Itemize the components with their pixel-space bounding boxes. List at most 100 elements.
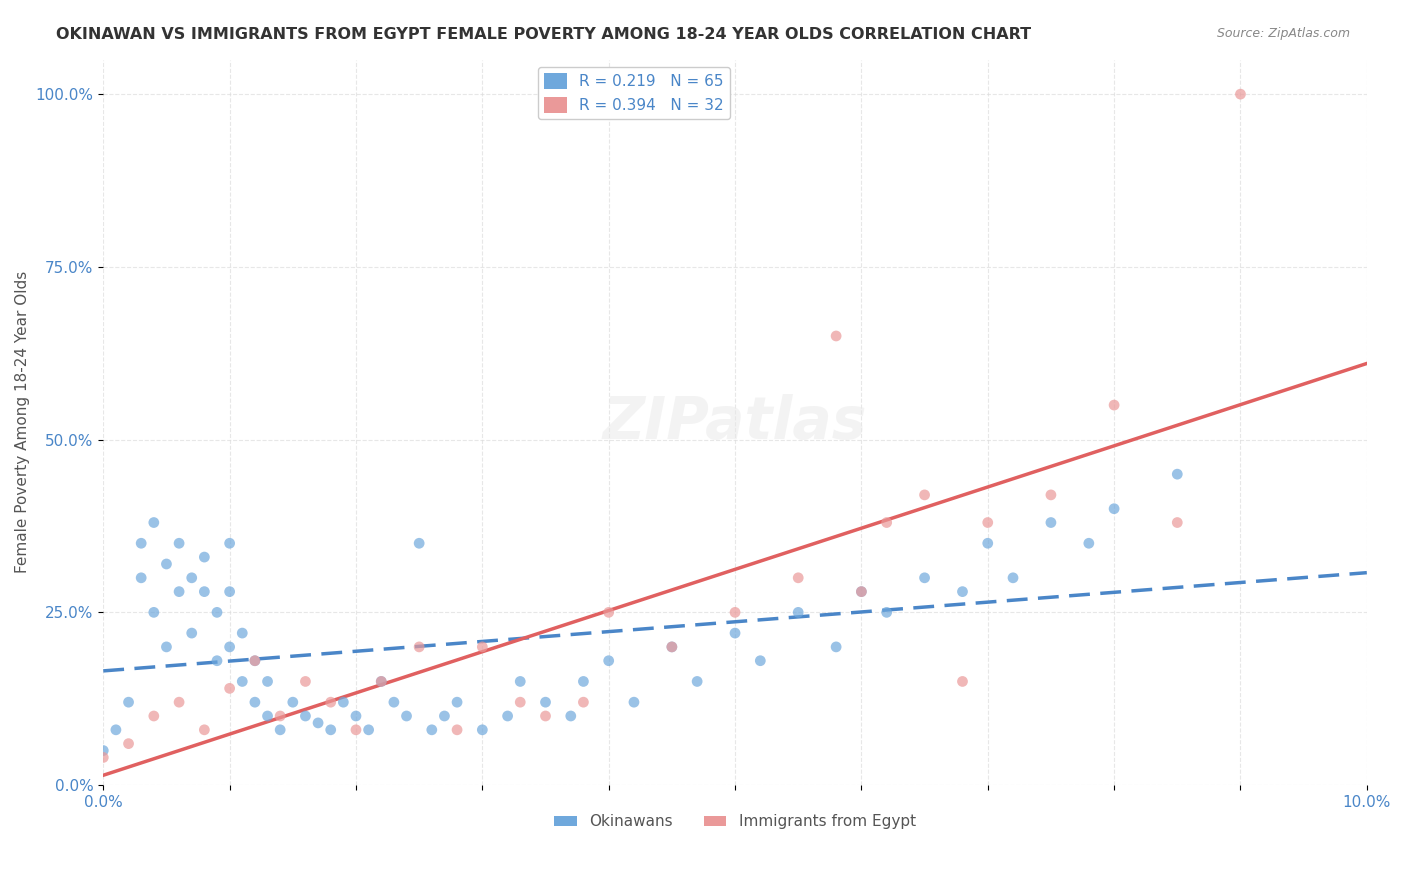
- Point: [218, 640, 240, 654]
- Point: [319, 695, 342, 709]
- Point: [193, 550, 215, 565]
- Point: [294, 674, 316, 689]
- Point: [180, 626, 202, 640]
- Point: [357, 723, 380, 737]
- Point: [205, 654, 228, 668]
- Text: Source: ZipAtlas.com: Source: ZipAtlas.com: [1216, 27, 1350, 40]
- Point: [370, 674, 392, 689]
- Point: [686, 674, 709, 689]
- Point: [231, 674, 253, 689]
- Point: [661, 640, 683, 654]
- Point: [851, 584, 873, 599]
- Point: [876, 516, 898, 530]
- Point: [1102, 398, 1125, 412]
- Point: [218, 584, 240, 599]
- Point: [433, 709, 456, 723]
- Point: [281, 695, 304, 709]
- Text: OKINAWAN VS IMMIGRANTS FROM EGYPT FEMALE POVERTY AMONG 18-24 YEAR OLDS CORRELATI: OKINAWAN VS IMMIGRANTS FROM EGYPT FEMALE…: [56, 27, 1032, 42]
- Point: [787, 571, 810, 585]
- Legend: Okinawans, Immigrants from Egypt: Okinawans, Immigrants from Egypt: [548, 808, 922, 836]
- Point: [332, 695, 354, 709]
- Point: [104, 723, 127, 737]
- Point: [256, 674, 278, 689]
- Point: [471, 640, 494, 654]
- Point: [572, 695, 595, 709]
- Y-axis label: Female Poverty Among 18-24 Year Olds: Female Poverty Among 18-24 Year Olds: [15, 271, 30, 574]
- Point: [218, 681, 240, 696]
- Point: [117, 737, 139, 751]
- Point: [1166, 467, 1188, 482]
- Point: [1039, 516, 1062, 530]
- Point: [977, 536, 1000, 550]
- Point: [193, 723, 215, 737]
- Point: [749, 654, 772, 668]
- Point: [167, 695, 190, 709]
- Point: [825, 640, 848, 654]
- Point: [256, 709, 278, 723]
- Point: [1229, 87, 1251, 102]
- Point: [446, 695, 468, 709]
- Point: [155, 557, 177, 571]
- Point: [180, 571, 202, 585]
- Point: [129, 571, 152, 585]
- Point: [534, 709, 557, 723]
- Point: [117, 695, 139, 709]
- Point: [243, 654, 266, 668]
- Point: [269, 709, 291, 723]
- Point: [534, 695, 557, 709]
- Point: [876, 605, 898, 619]
- Point: [370, 674, 392, 689]
- Point: [1166, 516, 1188, 530]
- Point: [294, 709, 316, 723]
- Point: [142, 516, 165, 530]
- Point: [142, 709, 165, 723]
- Point: [1077, 536, 1099, 550]
- Point: [1001, 571, 1024, 585]
- Point: [91, 743, 114, 757]
- Point: [231, 626, 253, 640]
- Point: [598, 654, 620, 668]
- Point: [408, 640, 430, 654]
- Point: [661, 640, 683, 654]
- Point: [205, 605, 228, 619]
- Point: [307, 715, 329, 730]
- Point: [825, 329, 848, 343]
- Point: [269, 723, 291, 737]
- Point: [471, 723, 494, 737]
- Point: [509, 695, 531, 709]
- Point: [167, 536, 190, 550]
- Point: [446, 723, 468, 737]
- Point: [560, 709, 582, 723]
- Point: [914, 571, 936, 585]
- Point: [167, 584, 190, 599]
- Point: [319, 723, 342, 737]
- Point: [155, 640, 177, 654]
- Point: [395, 709, 418, 723]
- Point: [724, 605, 747, 619]
- Point: [91, 750, 114, 764]
- Point: [724, 626, 747, 640]
- Point: [509, 674, 531, 689]
- Point: [129, 536, 152, 550]
- Point: [142, 605, 165, 619]
- Text: ZIPatlas: ZIPatlas: [603, 394, 868, 450]
- Point: [344, 723, 367, 737]
- Point: [787, 605, 810, 619]
- Point: [218, 536, 240, 550]
- Point: [382, 695, 405, 709]
- Point: [193, 584, 215, 599]
- Point: [851, 584, 873, 599]
- Point: [977, 516, 1000, 530]
- Point: [952, 674, 974, 689]
- Point: [496, 709, 519, 723]
- Point: [243, 695, 266, 709]
- Point: [243, 654, 266, 668]
- Point: [1102, 501, 1125, 516]
- Point: [623, 695, 645, 709]
- Point: [408, 536, 430, 550]
- Point: [420, 723, 443, 737]
- Point: [1039, 488, 1062, 502]
- Point: [344, 709, 367, 723]
- Point: [914, 488, 936, 502]
- Point: [598, 605, 620, 619]
